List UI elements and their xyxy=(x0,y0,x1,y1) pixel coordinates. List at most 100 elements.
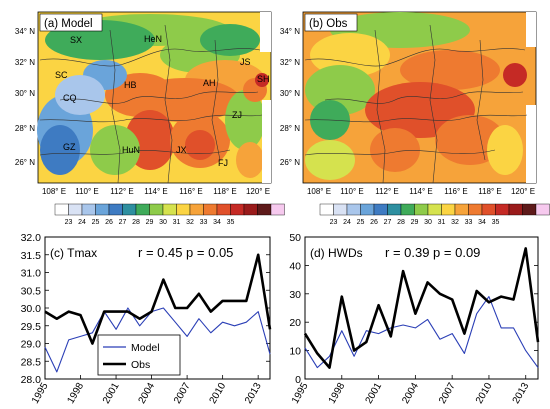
series-line-model xyxy=(44,307,271,373)
y-tick-label: 31.5 xyxy=(21,250,42,262)
x-tick-label: 2004 xyxy=(400,381,421,406)
legend: Model Obs xyxy=(97,334,181,376)
map-b-lat-ticks: 34° N 32° N 30° N 28° N 26° N xyxy=(280,27,300,167)
map-title-box xyxy=(304,13,358,32)
colorbar-swatch xyxy=(495,203,510,216)
x-axis-ticks: 1995 1998 2001 2004 2007 2010 2013 xyxy=(30,375,264,406)
province-label: HuN xyxy=(122,145,140,155)
svg-text:116° E: 116° E xyxy=(179,187,203,196)
colorbar-swatch xyxy=(230,203,245,216)
chart-stats: r = 0.45 p = 0.05 xyxy=(138,245,233,260)
colorbar-swatch xyxy=(216,203,231,216)
colorbar-tick-label: 32 xyxy=(186,219,194,226)
colorbar-swatch xyxy=(176,203,191,216)
chart-hwds: (d) HWDs r = 0.39 p = 0.09 0 10 20 30 40 50 1… xyxy=(289,232,540,406)
svg-text:26° N: 26° N xyxy=(15,158,35,167)
colorbar-tick-label: 23 xyxy=(65,219,73,226)
colorbar-obs: 23 24 25 26 27 28 29 30 31 32 33 34 35 xyxy=(319,203,550,226)
map-obs: (b) Obs 34° N 32° N 30° N 28° N 26° N 10… xyxy=(280,11,550,226)
colorbar-swatch xyxy=(135,203,150,216)
series-line-model xyxy=(304,296,539,369)
x-tick-label: 2013 xyxy=(511,381,532,406)
colorbar-swatch xyxy=(270,203,285,216)
colorbar-tick-label: 25 xyxy=(357,219,365,226)
svg-text:32° N: 32° N xyxy=(280,58,300,67)
y-tick-label: 20 xyxy=(289,317,301,329)
colorbar-swatch xyxy=(95,203,110,216)
colorbar-tick-label: 26 xyxy=(370,219,378,226)
colorbar-swatch xyxy=(189,203,204,216)
colorbar-swatch xyxy=(481,203,496,216)
province-label: ZJ xyxy=(232,110,242,120)
colorbar-swatch xyxy=(454,203,469,216)
province-label: HeN xyxy=(144,34,162,44)
colorbar-tick-label: 35 xyxy=(492,219,500,226)
colorbar-swatch xyxy=(319,203,334,216)
series-lines xyxy=(303,247,540,369)
x-tick-label: 2010 xyxy=(208,381,229,406)
svg-text:110° E: 110° E xyxy=(340,187,364,196)
colorbar-swatch xyxy=(414,203,429,216)
chart-title: (d) HWDs xyxy=(310,246,363,260)
y-tick-label: 30.0 xyxy=(21,303,42,315)
y-tick-label: 29.0 xyxy=(21,339,42,351)
x-tick-label: 2010 xyxy=(474,381,495,406)
svg-text:112° E: 112° E xyxy=(375,187,399,196)
svg-text:112° E: 112° E xyxy=(110,187,134,196)
colorbar-swatch xyxy=(149,203,164,216)
svg-text:118° E: 118° E xyxy=(213,187,237,196)
province-label: JX xyxy=(176,145,187,155)
colorbar-tick-label: 35 xyxy=(227,219,235,226)
province-label: GZ xyxy=(63,142,76,152)
y-tick-label: 28.0 xyxy=(21,374,42,386)
map-title: (a) Model xyxy=(44,18,93,30)
colorbar-tick-label: 33 xyxy=(200,219,208,226)
svg-text:34° N: 34° N xyxy=(15,27,35,36)
y-tick-label: 30 xyxy=(289,289,301,301)
svg-text:120° E: 120° E xyxy=(246,187,270,196)
colorbar-tick-label: 34 xyxy=(478,219,486,226)
svg-text:28° N: 28° N xyxy=(280,124,300,133)
colorbar-tick-label: 28 xyxy=(132,219,140,226)
colorbar-swatch xyxy=(508,203,523,216)
colorbar-tick-label: 30 xyxy=(424,219,432,226)
y-tick-label: 31.0 xyxy=(21,268,42,280)
legend-model-label: Model xyxy=(131,342,160,354)
colorbar-swatch xyxy=(54,203,69,216)
colorbar-tick-label: 27 xyxy=(119,219,127,226)
series-lines xyxy=(44,253,272,373)
x-tick-label: 2007 xyxy=(172,381,193,406)
colorbar-swatch xyxy=(468,203,483,216)
model-province-borders xyxy=(39,24,263,184)
province-label: SX xyxy=(70,35,82,45)
obs-temperature-field xyxy=(305,12,536,183)
colorbar-tick-label: 30 xyxy=(159,219,167,226)
map-model: SX HeN SC HB AH JS SH CQ ZJ GZ HuN JX FJ… xyxy=(15,11,285,226)
y-tick-label: 50 xyxy=(289,232,301,244)
svg-text:114° E: 114° E xyxy=(144,187,168,196)
y-tick-label: 30.5 xyxy=(21,285,42,297)
colorbar-tick-label: 27 xyxy=(384,219,392,226)
y-tick-label: 40 xyxy=(289,260,301,272)
colorbar-tick-label: 32 xyxy=(451,219,459,226)
colorbar-swatch xyxy=(162,203,177,216)
province-label: AH xyxy=(203,78,216,88)
x-tick-label: 2001 xyxy=(101,381,122,406)
y-tick-label: 29.5 xyxy=(21,321,42,333)
colorbar-swatch xyxy=(427,203,442,216)
colorbar-swatch xyxy=(373,203,388,216)
colorbar-tick-label: 25 xyxy=(92,219,100,226)
svg-text:30° N: 30° N xyxy=(15,89,35,98)
colorbar-tick-label: 34 xyxy=(213,219,221,226)
colorbar-swatch xyxy=(243,203,258,216)
y-tick-label: 0 xyxy=(295,374,301,386)
x-tick-label: 2004 xyxy=(137,381,158,406)
map-title: (b) Obs xyxy=(309,18,348,30)
y-tick-label: 32.0 xyxy=(21,232,42,244)
colorbar-swatch xyxy=(108,203,123,216)
colorbar-tick-label: 31 xyxy=(173,219,181,226)
province-label: SC xyxy=(55,70,68,80)
svg-text:110° E: 110° E xyxy=(75,187,99,196)
svg-text:30° N: 30° N xyxy=(280,89,300,98)
